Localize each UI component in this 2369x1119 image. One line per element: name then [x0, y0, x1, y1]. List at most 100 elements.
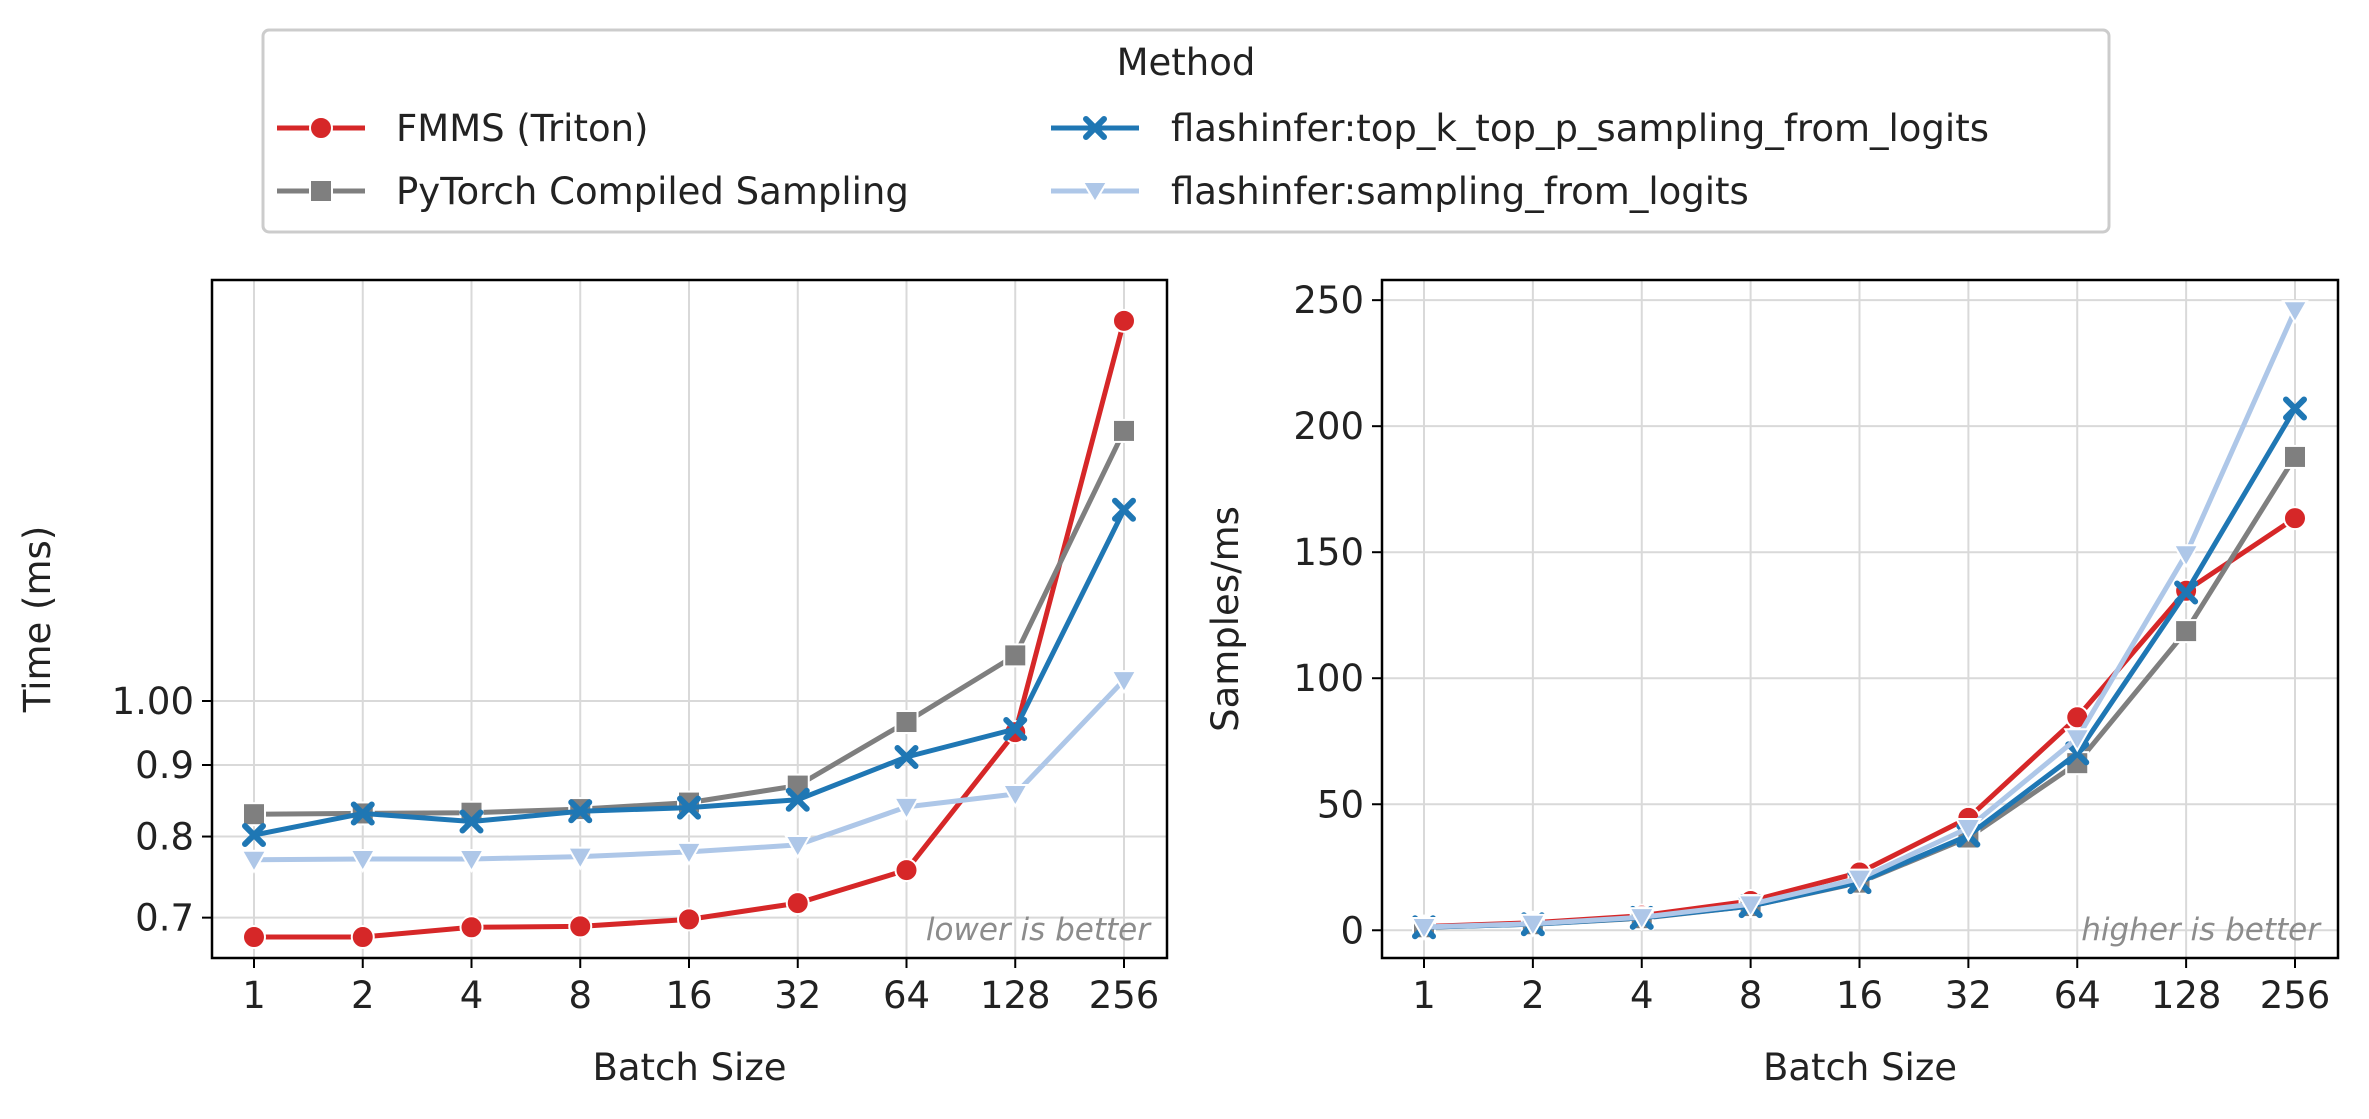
legend-label-fmms: FMMS (Triton)	[396, 107, 649, 150]
data-point-256	[1110, 670, 1138, 695]
x-tick-label: 4	[460, 974, 484, 1017]
legend-entry-flashinfer-topk: flashinfer:top_k_top_p_sampling_from_log…	[1051, 107, 1989, 150]
x-tick-label: 1	[242, 974, 266, 1017]
legend-marker-square	[309, 179, 333, 203]
x-tick-label: 2	[1521, 974, 1545, 1017]
data-point-8	[568, 799, 593, 824]
x-tick-label: 32	[1945, 974, 1992, 1017]
data-point-256	[2283, 444, 2307, 469]
y-tick-label: 100	[1293, 657, 1364, 700]
data-point-1	[242, 823, 266, 848]
y-tick-label: 0	[1340, 909, 1364, 952]
data-point-1	[240, 849, 268, 874]
time-chart: 1 2 4 8 16 32 64 128 256 0.7 0.8 0.9 1.00 Batch Size T…	[16, 278, 1169, 1089]
data-point-256	[1112, 418, 1136, 443]
legend-marker-circle	[309, 116, 333, 140]
data-point-2	[350, 801, 375, 826]
data-point-4	[457, 848, 486, 873]
data-point-64	[894, 858, 919, 883]
data-point-64	[892, 796, 921, 821]
y-tick-label: 0.8	[135, 816, 194, 859]
data-point-2	[350, 925, 375, 950]
data-point-256	[2283, 506, 2307, 531]
y-tick-label: 250	[1293, 279, 1364, 322]
data-point-64	[894, 710, 919, 735]
x-tick-label: 16	[665, 974, 712, 1017]
y-tick-label: 50	[1317, 783, 1364, 826]
data-point-128	[2172, 544, 2200, 569]
x-tick-label: 8	[1739, 974, 1763, 1017]
annotation: lower is better	[926, 912, 1152, 948]
x-tick-label: 128	[980, 974, 1051, 1017]
data-point-256	[2281, 300, 2309, 325]
x-tick-label: 256	[2260, 974, 2331, 1017]
x-tick-label: 64	[2054, 974, 2101, 1017]
data-point-2	[349, 848, 377, 873]
data-point-8	[568, 914, 593, 939]
x-axis-label: Batch Size	[1763, 1046, 1957, 1089]
y-axis-label: Samples/ms	[1204, 506, 1247, 732]
x-tick-label: 64	[883, 974, 930, 1017]
data-point-256	[1112, 497, 1136, 522]
legend-marker-triangle	[1081, 181, 1109, 204]
annotation: higher is better	[2081, 912, 2322, 948]
data-point-32	[785, 787, 810, 812]
data-point-128	[1003, 643, 1028, 668]
x-tick-label: 256	[1089, 974, 1160, 1017]
x-tick-label: 32	[774, 974, 821, 1017]
legend-label-flashinfer-topk: flashinfer:top_k_top_p_sampling_from_log…	[1171, 107, 1989, 150]
data-point-128	[1001, 784, 1029, 809]
data-point-2	[1519, 913, 1547, 938]
x-tick-label: 4	[1630, 974, 1654, 1017]
data-point-64	[2063, 728, 2091, 753]
data-point-8	[566, 846, 594, 871]
x-tick-label: 2	[351, 974, 375, 1017]
data-point-8	[1736, 894, 1765, 919]
legend-entry-flashinfer-sampling: flashinfer:sampling_from_logits	[1051, 170, 1749, 213]
data-point-16	[1845, 868, 1874, 893]
y-tick-label: 200	[1293, 405, 1364, 448]
x-tick-label: 8	[568, 974, 592, 1017]
legend-frame	[261, 28, 2111, 234]
data-point-4	[459, 915, 484, 940]
data-point-256	[1112, 308, 1136, 333]
throughput-chart: 1 2 4 8 16 32 64 128 256 0 50 100 150 200 250 Batch Siz…	[1204, 278, 2340, 1089]
data-point-64	[2065, 741, 2090, 766]
series-flashinfer-sampling-from-logits	[240, 670, 1138, 874]
legend: Method FMMS (Triton) PyTorch Compiled Sa…	[261, 28, 2111, 234]
data-point-256	[2283, 396, 2307, 421]
legend-entry-fmms: FMMS (Triton)	[277, 107, 649, 150]
x-axis-label: Batch Size	[592, 1046, 786, 1089]
legend-label-pytorch: PyTorch Compiled Sampling	[396, 170, 909, 213]
y-tick-label: 0.9	[135, 744, 194, 787]
y-axis-label: Time (ms)	[16, 526, 59, 714]
data-point-16	[677, 795, 701, 820]
y-tick-label: 150	[1293, 531, 1364, 574]
data-point-4	[459, 809, 484, 834]
legend-title: Method	[1117, 41, 1256, 84]
y-tick-label: 0.7	[135, 897, 194, 940]
data-point-1	[1410, 916, 1438, 942]
data-point-32	[784, 834, 812, 859]
series-flashinfer-sampling-from-logits	[1410, 300, 2309, 942]
series-flashinfer-top-k-top-p-sampling-from-logits	[242, 497, 1136, 848]
legend-entry-pytorch: PyTorch Compiled Sampling	[277, 170, 909, 213]
data-point-128	[1003, 716, 1028, 741]
data-point-1	[242, 925, 266, 950]
x-tick-label: 1	[1412, 974, 1436, 1017]
data-point-1	[242, 802, 266, 827]
data-point-32	[785, 891, 810, 916]
data-point-16	[677, 907, 701, 932]
data-point-4	[1628, 907, 1656, 932]
data-point-64	[894, 744, 919, 769]
legend-label-flashinfer-sampling: flashinfer:sampling_from_logits	[1171, 170, 1749, 213]
data-point-128	[2174, 619, 2199, 644]
data-point-128	[2174, 580, 2199, 605]
data-point-32	[1954, 817, 1983, 842]
x-tick-label: 128	[2151, 974, 2222, 1017]
data-point-16	[675, 841, 703, 866]
legend-marker-x	[1083, 116, 1107, 140]
y-tick-label: 1.00	[112, 680, 194, 723]
x-tick-label: 16	[1836, 974, 1883, 1017]
